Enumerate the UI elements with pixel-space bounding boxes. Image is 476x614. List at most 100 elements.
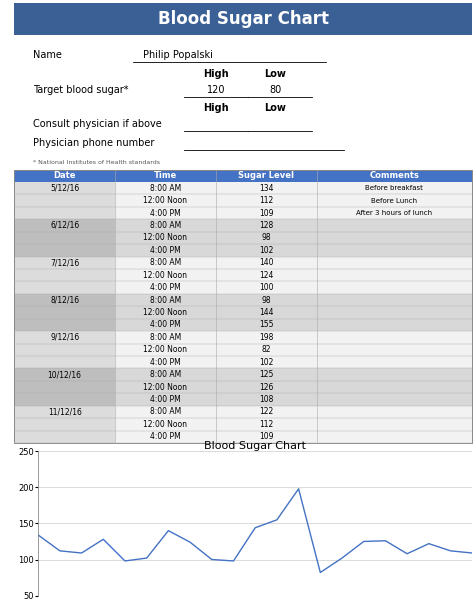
Bar (316, 257, 471, 269)
Bar (215, 381, 316, 393)
Text: 155: 155 (258, 321, 273, 329)
Text: 5/12/16: 5/12/16 (50, 184, 79, 193)
Bar (215, 406, 316, 418)
Bar (115, 368, 215, 381)
Text: Low: Low (264, 103, 286, 113)
Bar (14, 257, 115, 269)
Text: 12:00 Noon: 12:00 Noon (143, 271, 187, 279)
Bar (215, 281, 316, 293)
Text: 8:00 AM: 8:00 AM (149, 333, 181, 342)
Text: 4:00 PM: 4:00 PM (150, 209, 180, 217)
Text: 8:00 AM: 8:00 AM (149, 370, 181, 379)
Text: Philip Popalski: Philip Popalski (142, 50, 212, 60)
Text: 12:00 Noon: 12:00 Noon (143, 383, 187, 392)
Text: 7/12/16: 7/12/16 (50, 258, 79, 267)
Bar (316, 418, 471, 430)
Text: 98: 98 (261, 233, 270, 243)
Bar (215, 319, 316, 331)
Title: Blood Sugar Chart: Blood Sugar Chart (204, 440, 306, 451)
Text: 4:00 PM: 4:00 PM (150, 357, 180, 367)
Bar (115, 207, 215, 219)
Text: 144: 144 (258, 308, 273, 317)
Text: Before breakfast: Before breakfast (365, 185, 422, 191)
Bar (115, 356, 215, 368)
Text: 10/12/16: 10/12/16 (48, 370, 81, 379)
Bar (14, 3, 471, 35)
Bar (316, 182, 471, 195)
Bar (215, 430, 316, 443)
Text: 12:00 Noon: 12:00 Noon (143, 308, 187, 317)
Bar (316, 281, 471, 293)
Bar (14, 430, 115, 443)
Bar (215, 244, 316, 257)
Text: 11/12/16: 11/12/16 (48, 407, 81, 416)
Text: 109: 109 (258, 209, 273, 217)
Bar (14, 169, 471, 182)
Text: 8:00 AM: 8:00 AM (149, 295, 181, 305)
Text: Target blood sugar*: Target blood sugar* (32, 85, 128, 95)
Text: 102: 102 (258, 357, 273, 367)
Bar (115, 182, 215, 195)
Bar (215, 393, 316, 406)
Bar (316, 219, 471, 231)
Bar (14, 195, 115, 207)
Text: 128: 128 (258, 221, 273, 230)
Text: 134: 134 (258, 184, 273, 193)
Bar (14, 356, 115, 368)
Bar (316, 430, 471, 443)
Bar (215, 331, 316, 343)
Bar (115, 406, 215, 418)
Text: 80: 80 (268, 85, 281, 95)
Bar (215, 306, 316, 319)
Bar (316, 343, 471, 356)
Text: 125: 125 (258, 370, 273, 379)
Bar (316, 393, 471, 406)
Bar (14, 182, 115, 195)
Bar (115, 418, 215, 430)
Text: Before Lunch: Before Lunch (370, 198, 416, 204)
Bar (115, 195, 215, 207)
Bar (215, 293, 316, 306)
Bar (215, 356, 316, 368)
Text: Consult physician if above: Consult physician if above (32, 119, 161, 129)
Bar (14, 368, 115, 381)
Text: 8:00 AM: 8:00 AM (149, 407, 181, 416)
Bar (215, 418, 316, 430)
Bar (14, 343, 115, 356)
Text: 124: 124 (258, 271, 273, 279)
Bar (14, 244, 115, 257)
Text: 126: 126 (258, 383, 273, 392)
Bar (215, 343, 316, 356)
Text: Name: Name (32, 50, 61, 60)
Bar (215, 195, 316, 207)
Bar (316, 381, 471, 393)
Text: * National Institutes of Health standards: * National Institutes of Health standard… (32, 160, 159, 165)
Bar (14, 406, 115, 418)
Bar (115, 430, 215, 443)
Text: 4:00 PM: 4:00 PM (150, 246, 180, 255)
Text: High: High (203, 103, 228, 113)
Text: 8:00 AM: 8:00 AM (149, 221, 181, 230)
Text: Date: Date (53, 171, 76, 181)
Bar (316, 207, 471, 219)
Bar (215, 182, 316, 195)
Text: 8/12/16: 8/12/16 (50, 295, 79, 305)
Text: High: High (203, 69, 228, 79)
Text: 198: 198 (258, 333, 273, 342)
Bar (115, 244, 215, 257)
Bar (316, 195, 471, 207)
Bar (14, 319, 115, 331)
Bar (14, 281, 115, 293)
Bar (115, 306, 215, 319)
Text: Time: Time (153, 171, 177, 181)
Bar (316, 231, 471, 244)
Text: 122: 122 (258, 407, 273, 416)
Text: Comments: Comments (369, 171, 418, 181)
Bar (316, 293, 471, 306)
Bar (215, 269, 316, 281)
Bar (316, 331, 471, 343)
Text: 102: 102 (258, 246, 273, 255)
Bar (14, 269, 115, 281)
Text: Low: Low (264, 69, 286, 79)
Text: 120: 120 (206, 85, 225, 95)
